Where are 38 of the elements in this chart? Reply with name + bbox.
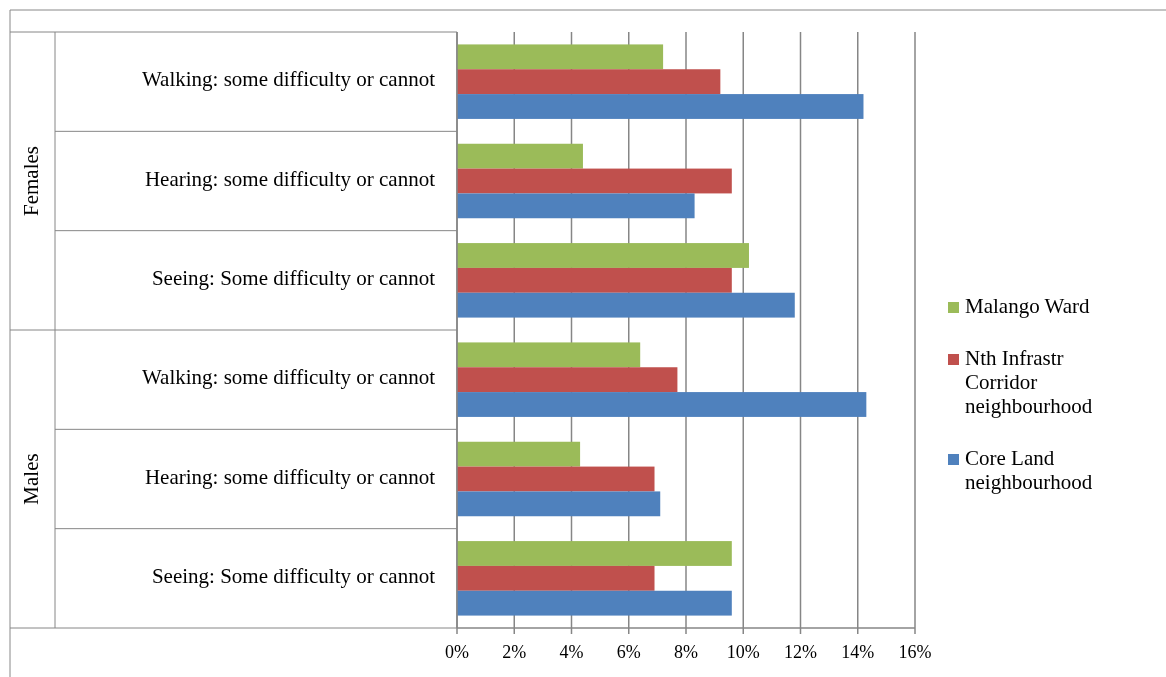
bar — [457, 143, 583, 169]
legend-label: Malango Ward — [965, 293, 1090, 318]
bar — [457, 541, 732, 566]
y-tick-label: Seeing: Some difficulty or cannot — [151, 564, 436, 589]
text: Males — [19, 453, 43, 505]
bar — [457, 590, 732, 616]
bar — [457, 491, 661, 517]
y-tick-label: Hearing: some difficulty or cannot — [144, 166, 436, 191]
y-tick-label: Hearing: some difficulty or cannot — [144, 464, 436, 489]
x-tick-label: 10% — [726, 642, 760, 662]
bar — [457, 243, 749, 268]
bar — [457, 193, 695, 219]
x-tick-label: 2% — [502, 642, 527, 662]
x-tick-label: 14% — [841, 642, 875, 662]
bar — [457, 94, 864, 119]
bar — [457, 342, 641, 368]
legend-label: Nth Infrastr Corridor neighbourhood — [965, 345, 1093, 418]
y-tick-label: Seeing: Some difficulty or cannot — [151, 266, 436, 291]
x-tick-label: 4% — [559, 642, 584, 662]
x-tick-label: 0% — [445, 642, 469, 662]
x-tick-label: 12% — [784, 642, 817, 662]
legend-label: Core Land neighbourhood — [965, 445, 1093, 494]
y-tick-label: Walking: some difficulty or cannot — [141, 365, 436, 390]
bar — [457, 565, 655, 591]
bar — [457, 69, 721, 95]
bar — [457, 44, 664, 70]
y-tick-label: Walking: some difficulty or cannot — [141, 67, 436, 92]
bar — [457, 267, 732, 293]
bar — [457, 392, 867, 417]
bar — [457, 168, 732, 194]
bar — [457, 292, 795, 318]
x-tick-label: 8% — [674, 642, 698, 662]
x-tick-label: 16% — [898, 642, 932, 662]
bar — [457, 466, 655, 492]
text: Females — [19, 146, 43, 216]
bar — [457, 367, 678, 393]
x-tick-label: 6% — [616, 642, 641, 662]
bar — [457, 441, 581, 467]
